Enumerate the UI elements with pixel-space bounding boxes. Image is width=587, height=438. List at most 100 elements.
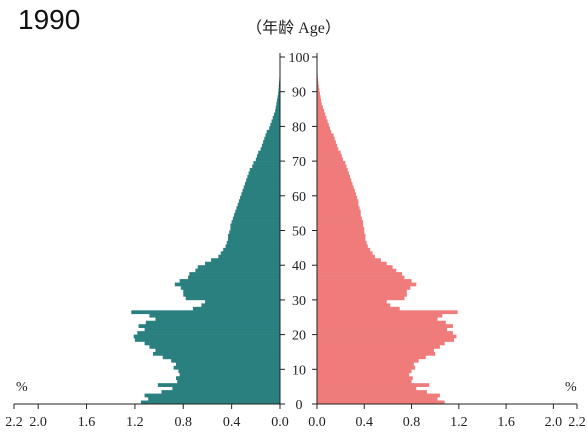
axes: 0 10 20 30 40 50 60 70 80 90 100 2.2 2.0 1.6 1.2 0.8 0.4… — [5, 51, 586, 430]
female-bar-age-27 — [317, 306, 400, 311]
female-bar-age-66 — [317, 171, 349, 176]
male-bar-age-16 — [149, 345, 280, 349]
male-bar-age-11 — [176, 362, 280, 367]
male-bar-age-86 — [276, 102, 280, 106]
age-tick-label-20: 20 — [292, 329, 306, 344]
male-bar-age-72 — [258, 150, 280, 155]
female-bar-age-51 — [317, 223, 364, 228]
male-bar-age-83 — [273, 112, 280, 117]
female-bar-age-3 — [317, 390, 427, 394]
male-bar-age-64 — [246, 178, 280, 183]
age-tick-label-50: 50 — [292, 225, 306, 240]
male-bar-age-73 — [260, 147, 280, 151]
female-series — [317, 60, 458, 405]
female-bar-age-69 — [317, 161, 346, 165]
age-tick-label-80: 80 — [292, 120, 306, 135]
female-bar-age-75 — [317, 140, 336, 145]
male-bar-age-7 — [176, 376, 280, 381]
female-bar-age-53 — [317, 216, 362, 221]
female-bar-age-8 — [317, 372, 410, 377]
male-bar-age-82 — [272, 115, 280, 120]
male-bar-age-68 — [252, 164, 280, 169]
female-bar-age-58 — [317, 199, 359, 204]
female-bar-age-71 — [317, 154, 342, 158]
x-unit-label-right: % — [565, 380, 577, 395]
male-bar-age-36 — [188, 275, 280, 280]
x-tick-label-left-2: 1.6 — [78, 415, 96, 430]
x-tick-label-right-3: 1.2 — [450, 415, 468, 430]
female-bar-age-7 — [317, 376, 413, 381]
age-tick-label-30: 30 — [292, 294, 306, 309]
female-bar-age-42 — [317, 254, 375, 259]
male-bar-age-52 — [231, 220, 280, 224]
male-bar-age-23 — [145, 320, 280, 325]
female-bar-age-2 — [317, 393, 440, 398]
age-tick-label-100: 100 — [289, 51, 310, 66]
male-bar-age-66 — [248, 171, 280, 176]
male-bar-age-67 — [249, 168, 280, 172]
male-bar-age-91 — [278, 84, 280, 89]
male-bar-age-3 — [161, 390, 280, 394]
female-bar-age-41 — [317, 258, 381, 263]
female-bar-age-15 — [317, 348, 434, 353]
female-bar-age-73 — [317, 147, 339, 151]
female-bar-age-31 — [317, 292, 407, 297]
male-bar-age-24 — [155, 317, 280, 322]
male-bar-age-5 — [157, 383, 280, 387]
female-bar-age-22 — [317, 324, 453, 328]
female-bar-age-40 — [317, 261, 387, 266]
male-bar-age-45 — [225, 244, 280, 249]
male-bar-age-42 — [218, 254, 280, 259]
female-bar-age-5 — [317, 383, 430, 387]
male-bar-age-76 — [264, 136, 280, 141]
male-bar-age-60 — [241, 192, 280, 197]
male-bar-age-41 — [211, 258, 280, 263]
male-bar-age-37 — [189, 272, 280, 276]
male-bar-age-47 — [228, 237, 280, 242]
x-tick-label-left-5: 0.4 — [223, 415, 241, 430]
female-bar-age-85 — [317, 105, 323, 110]
male-bar-age-81 — [271, 119, 280, 124]
female-bar-age-52 — [317, 220, 364, 224]
female-bar-age-80 — [317, 122, 329, 127]
female-bar-age-46 — [317, 240, 367, 245]
female-bar-age-32 — [317, 289, 407, 294]
male-bar-age-80 — [270, 122, 280, 127]
male-bar-age-48 — [228, 233, 280, 238]
female-bar-age-36 — [317, 275, 405, 280]
female-bar-age-47 — [317, 237, 366, 242]
female-bar-age-21 — [317, 327, 447, 332]
x-tick-label-right-1: 0.4 — [356, 415, 374, 430]
male-bar-age-14 — [153, 351, 280, 356]
male-bar-age-10 — [173, 365, 280, 370]
male-bar-age-27 — [192, 306, 280, 311]
female-bar-age-26 — [317, 310, 458, 315]
chart-title: 1990 — [18, 4, 81, 35]
female-bar-age-59 — [317, 195, 358, 200]
female-bar-age-48 — [317, 233, 366, 238]
female-bar-age-64 — [317, 178, 352, 183]
female-bar-age-65 — [317, 174, 351, 179]
age-tick-label-60: 60 — [292, 190, 306, 205]
male-bar-age-28 — [201, 303, 280, 308]
female-bar-age-33 — [317, 286, 411, 290]
female-bar-age-18 — [317, 338, 455, 342]
male-series — [131, 60, 280, 405]
male-bar-age-44 — [223, 247, 280, 252]
male-bar-age-87 — [276, 98, 280, 103]
female-bar-age-49 — [317, 230, 365, 235]
male-bar-age-56 — [236, 206, 280, 210]
female-bar-age-38 — [317, 268, 397, 273]
female-bar-age-67 — [317, 168, 348, 172]
male-bar-age-2 — [144, 393, 280, 398]
male-bar-age-39 — [197, 265, 280, 269]
male-bar-age-20 — [137, 331, 280, 335]
male-bar-age-65 — [247, 174, 280, 179]
female-bar-age-84 — [317, 109, 325, 113]
y-axis-label: （年龄 Age） — [246, 20, 341, 37]
female-bar-age-37 — [317, 272, 403, 276]
male-bar-age-71 — [257, 154, 280, 158]
male-bar-age-78 — [266, 129, 280, 134]
female-bar-age-93 — [317, 77, 319, 82]
female-bar-age-14 — [317, 351, 436, 356]
